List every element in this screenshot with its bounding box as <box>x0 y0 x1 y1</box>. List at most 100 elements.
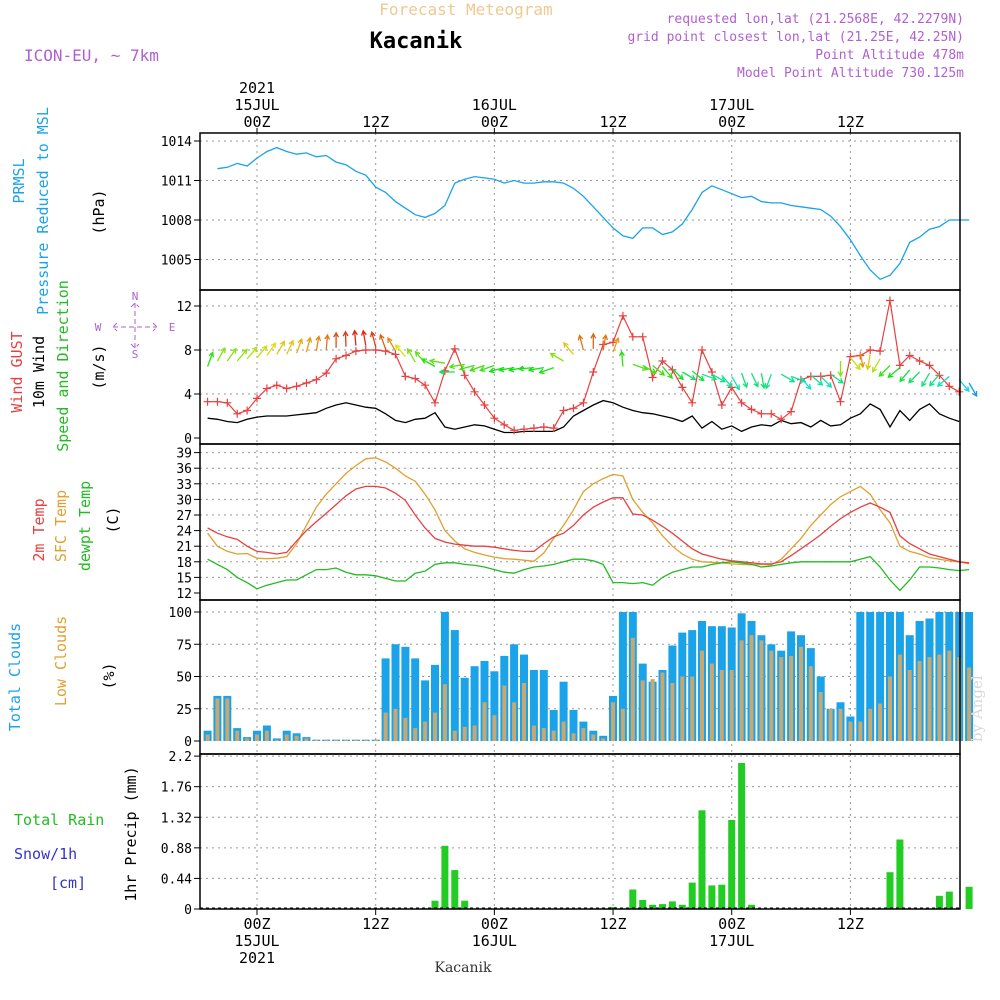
wind-gust-point <box>717 401 726 409</box>
wind-gust-point <box>846 352 855 361</box>
total-cloud-bar <box>480 661 489 741</box>
total-cloud-bar <box>876 612 885 741</box>
side-labels: PRMSL Pressure Reduced to MSL (hPa) Wind GU… <box>6 107 140 902</box>
total-cloud-bar <box>401 646 410 741</box>
precip-unit: 1hr Precip (mm) <box>122 766 140 901</box>
wind-gust-point <box>549 424 558 433</box>
wind-gust-point <box>401 372 410 381</box>
wind-gust-point <box>589 368 598 376</box>
low-cloud-bar <box>255 734 259 741</box>
wind-arrow <box>619 350 625 367</box>
pressure-tick-label: 1005 <box>161 254 192 269</box>
credit-watermark: by Angel <box>968 675 986 742</box>
wind-arrow <box>701 373 718 381</box>
wind-gust-point <box>866 346 875 354</box>
wind-arrow <box>479 364 495 372</box>
low-cloud-bar <box>670 683 675 741</box>
temp-unit: (C) <box>104 506 122 533</box>
total-cloud-bar <box>559 681 568 741</box>
rain-bar <box>629 889 637 909</box>
low-cloud-bar <box>858 721 863 741</box>
wind-arrow <box>780 373 796 383</box>
wind-arrow <box>549 352 564 362</box>
temp-tick-label: 39 <box>176 447 192 462</box>
rain-bar <box>688 882 696 909</box>
wind-arrow <box>760 372 767 390</box>
total-cloud-bar <box>460 677 469 741</box>
rain-bar <box>659 904 666 909</box>
bottom-time-label: 12Z <box>362 915 389 933</box>
wind-arrow <box>800 377 812 391</box>
clouds-tick-label: 75 <box>176 638 192 653</box>
wind-arrow <box>810 374 824 386</box>
precip-panel: 2.2 1.76 1.32 0.88 0.44 0 <box>161 750 960 918</box>
wind-arrow <box>681 371 697 381</box>
wind-arrow <box>865 354 872 371</box>
dewpt-label: dewpt Temp <box>76 481 94 571</box>
low-cloud-bar <box>264 730 269 741</box>
wind-arrow <box>387 336 397 352</box>
pressure-unit: (hPa) <box>90 189 108 234</box>
low-cloud-bar <box>897 654 902 741</box>
wind-arrow <box>226 347 237 362</box>
wind-arrow <box>859 352 866 369</box>
wind-arrow <box>333 331 340 348</box>
low-cloud-bar <box>709 663 714 741</box>
clouds-unit: (%) <box>100 662 118 689</box>
low-cloud-bar <box>808 666 813 741</box>
rain-bar <box>678 904 686 909</box>
low-cloud-bar <box>403 717 408 741</box>
wind-gust-point <box>609 338 618 347</box>
low-cloud-bar <box>492 715 497 741</box>
wind-gust-point <box>737 398 746 407</box>
low-cloud-bar <box>452 730 457 741</box>
low-cloud-bar <box>907 670 912 741</box>
bottom-time-label: 2021 <box>239 949 275 967</box>
wind-tick-label: 4 <box>184 388 192 403</box>
wind-arrow <box>379 333 387 350</box>
wind-gust-point <box>935 371 944 380</box>
top-time-label: 12Z <box>362 113 389 131</box>
wind-arrow <box>420 358 436 368</box>
wind-arrow <box>266 342 277 356</box>
wind-gust-point <box>826 371 835 380</box>
total-cloud-bar <box>539 670 548 741</box>
wind-arrow <box>750 372 759 388</box>
wind-10m-label: 10m Wind <box>30 336 48 408</box>
precip-tick-label: 0.88 <box>161 842 192 857</box>
temp-frame <box>199 443 961 601</box>
low-cloud-bar <box>205 734 210 741</box>
wind-gust-point <box>678 383 687 392</box>
low-cloud-bar <box>502 685 507 741</box>
total-cloud-bar <box>490 671 499 741</box>
wind-arrow <box>206 351 215 367</box>
low-cloud-bar <box>789 655 794 741</box>
wind-arrow <box>276 340 285 355</box>
wind-gust-point <box>480 401 489 409</box>
wind-gust-point <box>757 409 766 418</box>
clouds-tick-label: 50 <box>176 671 192 686</box>
rain-bar <box>639 900 647 909</box>
wind-gust-point <box>915 357 924 365</box>
low-cloud-bar <box>967 667 972 741</box>
temp-tick-label: 30 <box>176 493 192 508</box>
wind-arrow <box>958 379 970 393</box>
wind-arrow <box>438 369 455 375</box>
point-altitude: Point Altitude 478m <box>815 48 964 63</box>
low-cloud-bar <box>482 702 487 741</box>
total-cloud-bar <box>618 612 627 741</box>
wind-arrow <box>928 373 940 387</box>
temp-tick-label: 27 <box>176 509 192 524</box>
top-time-label: 12Z <box>837 113 864 131</box>
wind-arrow <box>671 368 684 381</box>
low-cloud-bar <box>561 721 566 741</box>
wind-arrow <box>590 332 597 349</box>
low-cloud-bar <box>947 650 952 741</box>
low-cloud-bar <box>700 650 704 741</box>
total-cloud-bar <box>856 612 865 741</box>
low-cloud-bar <box>818 692 823 741</box>
wind-arrow <box>216 346 226 362</box>
station-title: Kacanik <box>370 29 463 54</box>
wind-gust-point <box>470 387 479 396</box>
